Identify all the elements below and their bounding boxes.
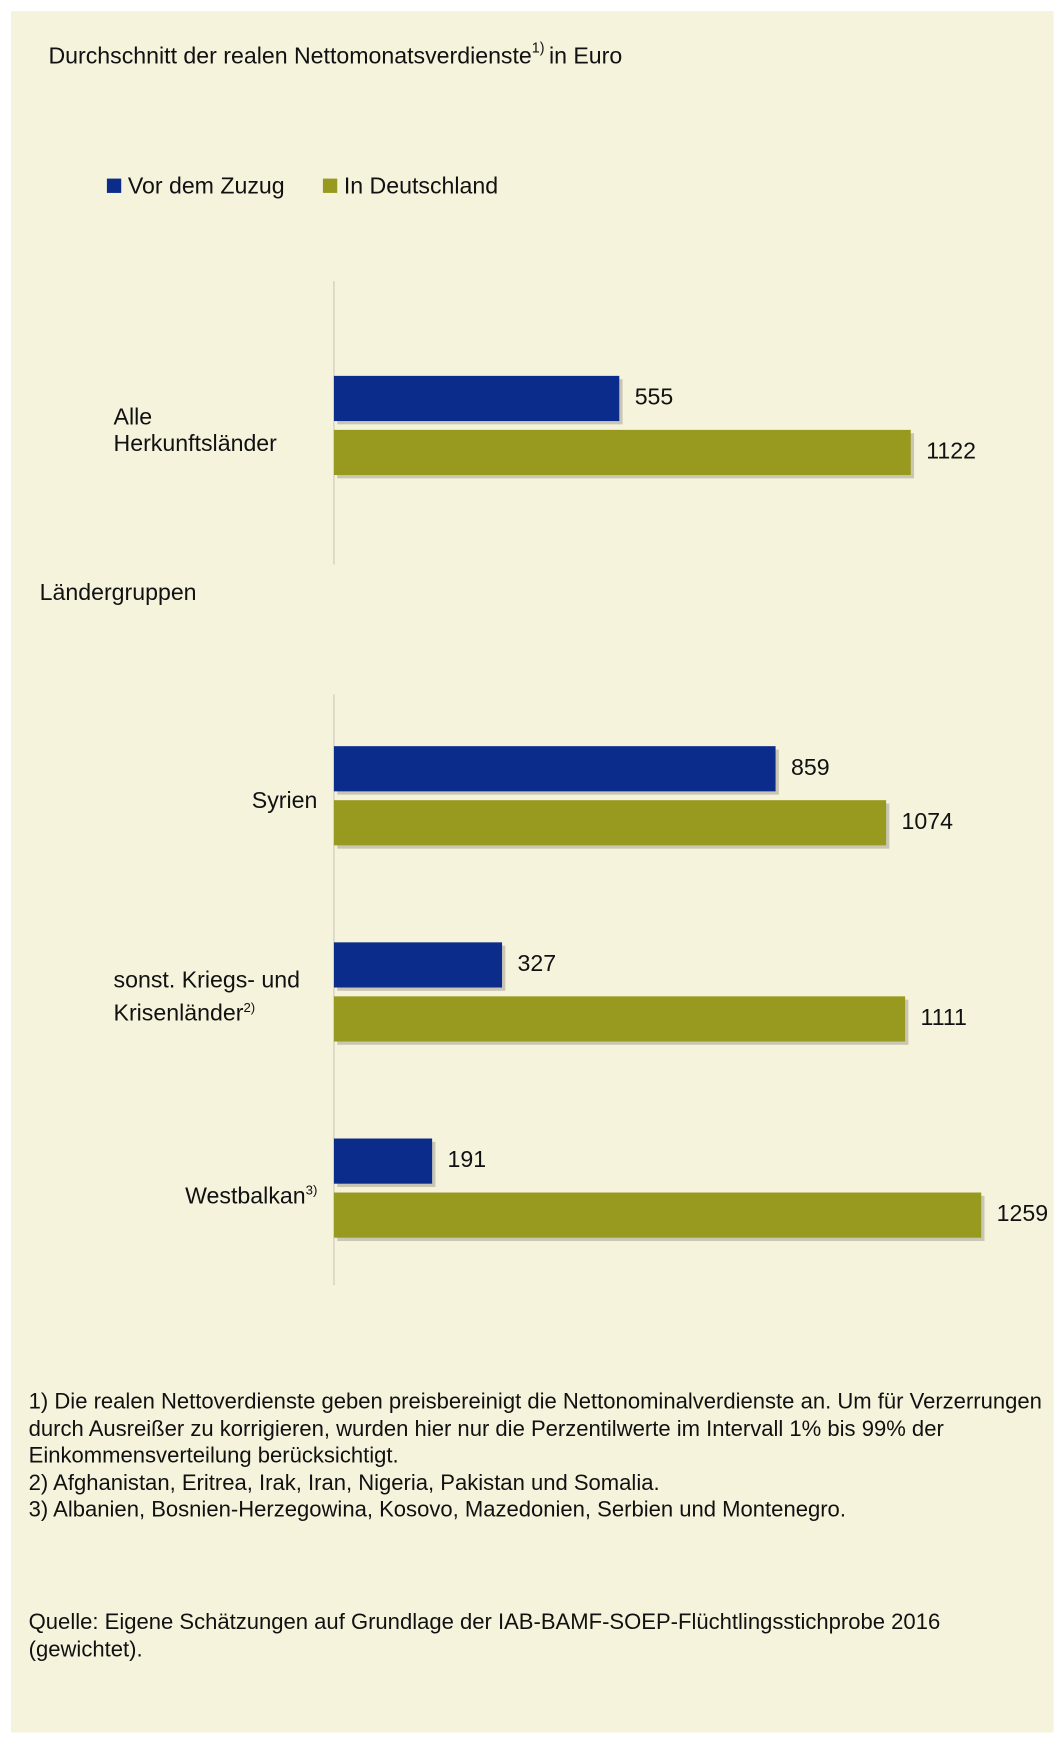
category-label: Westbalkan3) bbox=[44, 1150, 317, 1238]
footnote: 3) Albanien, Bosnien-Herzegowina, Kosovo… bbox=[28, 1497, 846, 1523]
bar bbox=[333, 429, 911, 476]
category-label: Alle Herkunftsländer bbox=[44, 387, 317, 475]
category-name: sonst. Kriegs- und Krisenländer bbox=[113, 967, 301, 1027]
bar bbox=[333, 996, 906, 1042]
bar bbox=[333, 1138, 433, 1184]
footnote-list: 1) Die realen Nettoverdienste geben prei… bbox=[29, 1389, 1048, 1524]
value-label: 1111 bbox=[921, 1004, 967, 1030]
category-wrap: sonst. Kriegs- und Krisenländer2) bbox=[44, 953, 317, 1041]
title-text: Durchschnitt der realen Nettomonatsverdi… bbox=[48, 42, 531, 68]
source-text: Quelle: Eigene Schätzungen auf Grundlage… bbox=[28, 1610, 941, 1662]
category-name: Westbalkan bbox=[185, 1183, 306, 1210]
value-label: 191 bbox=[448, 1146, 487, 1172]
legend-label: Vor dem Zuzug bbox=[128, 173, 285, 199]
title-unit: in Euro bbox=[549, 42, 622, 68]
legend-swatch bbox=[322, 178, 338, 193]
category-wrap: Syrien bbox=[44, 757, 318, 845]
value-label: 1122 bbox=[926, 438, 976, 464]
category-text: Alle Herkunftsländer bbox=[114, 405, 318, 458]
category-name: Syrien bbox=[251, 788, 318, 814]
title-note: 1) bbox=[532, 40, 545, 56]
bar bbox=[333, 800, 887, 846]
category-note: 3) bbox=[305, 1182, 318, 1199]
legend-swatch bbox=[106, 178, 122, 193]
bar bbox=[333, 375, 620, 422]
category-wrap: Westbalkan3) bbox=[44, 1150, 317, 1238]
category-note: 2) bbox=[243, 999, 256, 1016]
bar bbox=[333, 746, 776, 792]
footnotes: 1) Die realen Nettoverdienste geben prei… bbox=[29, 1389, 1048, 1524]
panel-background bbox=[11, 11, 1054, 1733]
category-label: sonst. Kriegs- und Krisenländer2) bbox=[44, 953, 317, 1041]
source: Quelle: Eigene Schätzungen auf Grundlage… bbox=[28, 1610, 941, 1662]
footnote: 2) Afghanistan, Eritrea, Irak, Iran, Nig… bbox=[28, 1470, 660, 1496]
footnote: 1) Die realen Nettoverdienste geben prei… bbox=[28, 1389, 1042, 1469]
category-text: Syrien bbox=[252, 788, 318, 814]
legend-label: In Deutschland bbox=[344, 173, 498, 199]
group-title: Ländergruppen bbox=[40, 579, 197, 605]
value-label: 327 bbox=[517, 950, 556, 976]
category-name: Alle Herkunftsländer bbox=[113, 404, 277, 457]
value-label: 1259 bbox=[997, 1200, 1048, 1226]
category-text: Westbalkan3) bbox=[185, 1177, 317, 1210]
category-text: sonst. Kriegs- und Krisenländer2) bbox=[114, 968, 318, 1028]
category-wrap: Alle Herkunftsländer bbox=[44, 387, 317, 475]
chart-title: Durchschnitt der realen Nettomonatsverdi… bbox=[48, 40, 622, 68]
value-label: 1074 bbox=[902, 808, 954, 834]
value-label: 555 bbox=[635, 384, 674, 410]
bar bbox=[333, 942, 503, 988]
category-label: Syrien bbox=[44, 757, 318, 845]
bar bbox=[333, 1192, 982, 1238]
value-label: 859 bbox=[791, 754, 830, 780]
